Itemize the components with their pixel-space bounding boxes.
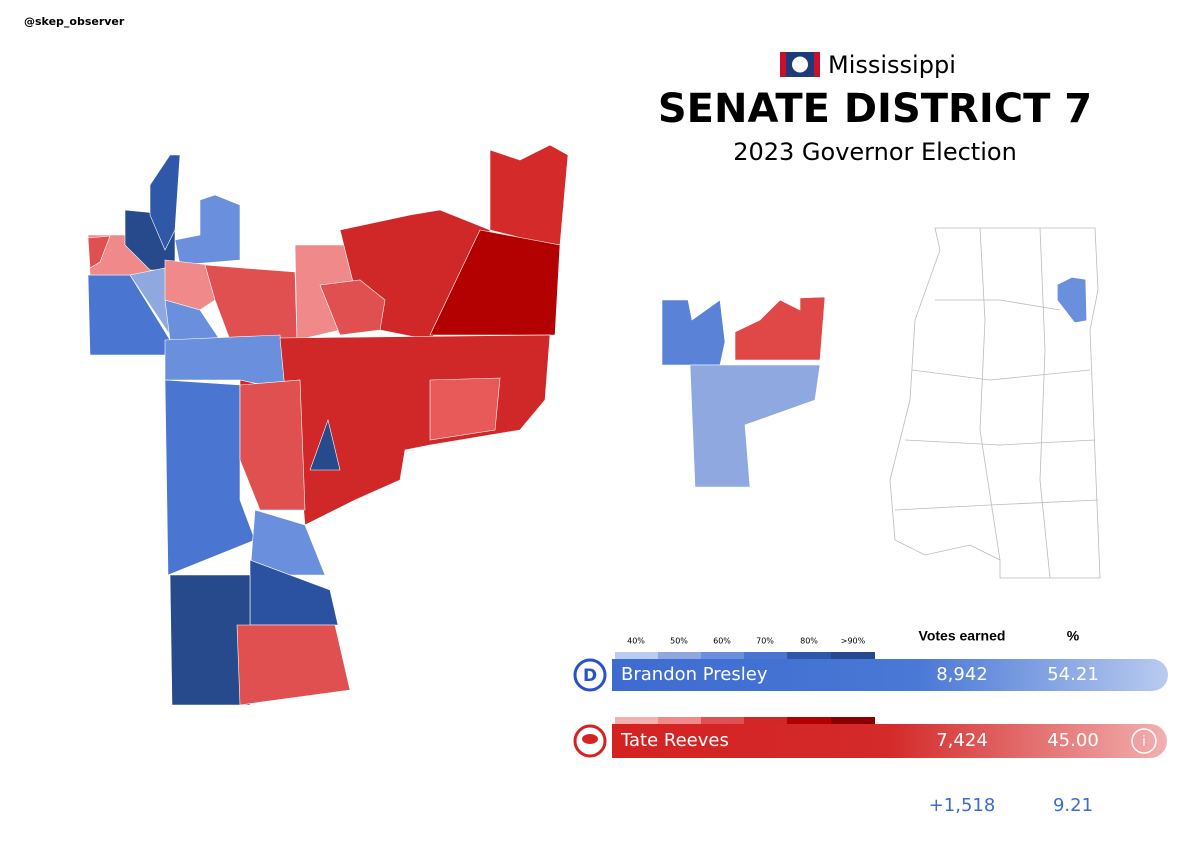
flag bbox=[780, 52, 820, 77]
percent: 54.21 bbox=[1047, 664, 1099, 685]
party-icon bbox=[573, 658, 607, 692]
candidate-name: Brandon Presley bbox=[621, 664, 768, 685]
title: SENATE DISTRICT 7 bbox=[658, 86, 1092, 132]
scale-label: 70% bbox=[756, 637, 774, 646]
column-header: Votes earned bbox=[919, 628, 1006, 644]
state-map bbox=[889, 227, 1101, 579]
candidate-bar bbox=[612, 659, 1168, 691]
candidate-bar bbox=[612, 724, 1167, 758]
party-elephant bbox=[582, 734, 598, 744]
votes: 7,424 bbox=[936, 730, 988, 751]
legend: 40% 50% 60% 70% 80% >90% bbox=[615, 637, 875, 724]
votes: 8,942 bbox=[936, 664, 988, 685]
state-name: Mississippi bbox=[828, 51, 956, 79]
summary-map bbox=[661, 296, 826, 488]
scale-label: 40% bbox=[627, 637, 645, 646]
subtitle: 2023 Governor Election bbox=[733, 138, 1017, 166]
scale-label: 50% bbox=[670, 637, 688, 646]
column-header: % bbox=[1067, 628, 1080, 644]
handle: @skep_observer bbox=[24, 15, 125, 28]
scale-label: >90% bbox=[841, 637, 866, 646]
scale-label: 60% bbox=[713, 637, 731, 646]
district-map bbox=[87, 144, 569, 706]
info-icon-glyph: i bbox=[1142, 734, 1146, 750]
party-letter: D bbox=[583, 666, 597, 686]
margin-percent: 9.21 bbox=[1053, 795, 1093, 816]
scale-label: 80% bbox=[800, 637, 818, 646]
percent: 45.00 bbox=[1047, 730, 1099, 751]
info-icon[interactable] bbox=[1131, 728, 1157, 754]
margin-votes: +1,518 bbox=[929, 795, 996, 816]
candidate-name: Tate Reeves bbox=[620, 730, 729, 751]
